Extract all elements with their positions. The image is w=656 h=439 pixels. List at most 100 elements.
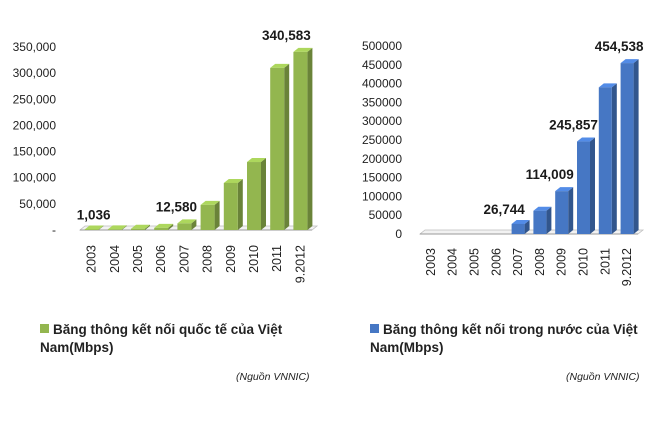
source-note-left: (Nguồn VNNIC) <box>236 371 310 383</box>
x-tick-label: 2008 <box>201 245 215 273</box>
y-tick-label: 150000 <box>362 171 402 185</box>
y-tick-label: 200000 <box>362 152 402 166</box>
bar <box>84 229 99 230</box>
source-note-right: (Nguồn VNNIC) <box>566 371 640 383</box>
bar-top <box>131 224 150 229</box>
x-tick-label: 2009 <box>555 248 569 276</box>
bar-top <box>84 225 104 230</box>
y-tick-label: 100,000 <box>13 171 57 185</box>
bar <box>577 141 590 234</box>
bar-top <box>223 178 243 183</box>
chart-0: - 50,000 100,000 150,000 200,000 250,000 300,0… <box>13 28 319 283</box>
x-tick-label: 2006 <box>489 248 503 276</box>
data-label: 245,857 <box>549 118 598 133</box>
bar-side <box>307 47 313 231</box>
bar-top <box>177 219 197 224</box>
bar-top <box>200 200 220 205</box>
bar-top <box>598 83 617 88</box>
y-tick-label: 350000 <box>362 95 402 109</box>
bar <box>247 162 261 230</box>
bar <box>620 63 634 234</box>
x-tick-label: 2010 <box>577 248 591 276</box>
bar <box>200 204 215 230</box>
chart-1: 0 50000 100000 150000 200000 250000 300000 3500… <box>362 39 645 286</box>
legend-label-right: Băng thông kết nối trong nước của Việt N… <box>370 322 638 355</box>
data-label: 26,744 <box>483 202 525 217</box>
bar <box>293 51 308 231</box>
bar-side <box>168 223 174 230</box>
x-tick-label: 2007 <box>177 245 191 273</box>
y-tick-label: 400000 <box>362 77 402 91</box>
data-label: 1,036 <box>77 207 111 222</box>
y-tick-label: 0 <box>395 227 402 241</box>
legend-swatch-left <box>40 324 49 333</box>
bar-side <box>145 224 150 230</box>
bar <box>270 67 285 231</box>
bar-side <box>546 206 552 234</box>
legend-swatch-right <box>370 324 379 333</box>
bar-side <box>284 63 290 230</box>
bar <box>154 227 169 230</box>
y-tick-label: 100000 <box>362 189 402 203</box>
bar <box>533 210 547 234</box>
x-tick-label: 2003 <box>85 245 99 273</box>
bar-top <box>293 47 313 52</box>
data-label: 114,009 <box>526 167 574 182</box>
x-tick-label: 2005 <box>131 245 145 273</box>
y-tick-label: 500000 <box>362 39 402 53</box>
x-tick-label: 2011 <box>270 245 284 272</box>
bar <box>131 228 145 230</box>
bar <box>598 87 612 234</box>
y-tick-label: 50000 <box>369 208 403 222</box>
y-tick-label: 300,000 <box>13 66 57 80</box>
bar-side <box>121 225 127 230</box>
bar <box>555 191 569 234</box>
y-tick-label: 250000 <box>362 133 402 147</box>
y-tick-label: 50,000 <box>19 197 56 211</box>
x-tick-label: 9.2012 <box>620 248 634 286</box>
bar-top <box>555 187 574 192</box>
y-tick-label: 450000 <box>362 58 402 72</box>
x-tick-label: 2006 <box>154 245 168 273</box>
bar-side <box>590 137 595 234</box>
y-tick-label: - <box>52 223 56 237</box>
x-tick-label: 2008 <box>533 248 547 276</box>
legend-right: Băng thông kết nối trong nước của Việt N… <box>370 321 650 357</box>
data-label: 340,583 <box>262 28 311 43</box>
bar-side <box>237 178 243 230</box>
bar-side <box>98 225 104 230</box>
y-tick-label: 150,000 <box>13 145 57 159</box>
x-tick-label: 2005 <box>468 248 482 276</box>
bar-side <box>214 200 220 230</box>
bar-side <box>191 219 197 230</box>
bar-top <box>620 59 639 64</box>
y-tick-label: 200,000 <box>13 118 57 132</box>
bar-side <box>568 187 574 234</box>
bar <box>223 182 238 230</box>
x-tick-label: 2010 <box>247 245 261 273</box>
bar-top <box>270 63 290 68</box>
bar-top <box>533 206 552 211</box>
y-tick-label: 350,000 <box>13 40 57 54</box>
bar <box>511 223 525 234</box>
x-tick-label: 2004 <box>108 245 122 273</box>
x-tick-label: 2004 <box>446 248 460 276</box>
legend-label-left: Băng thông kết nối quốc tế của Việt Nam(… <box>40 322 283 355</box>
bar-side <box>633 59 639 234</box>
y-tick-label: 250,000 <box>13 92 57 106</box>
legend-left: Băng thông kết nối quốc tế của Việt Nam(… <box>40 321 320 357</box>
data-label: 12,580 <box>156 199 197 214</box>
bar-side <box>261 158 266 230</box>
y-tick-label: 300000 <box>362 114 402 128</box>
bar-side <box>611 83 617 234</box>
bar-top <box>577 137 595 142</box>
bar-top <box>247 158 266 163</box>
bar-side <box>524 219 530 234</box>
bar-top <box>154 223 174 228</box>
bar-top <box>107 225 127 230</box>
bar <box>107 229 122 230</box>
x-tick-label: 2007 <box>511 248 525 276</box>
x-tick-label: 2009 <box>224 245 238 273</box>
